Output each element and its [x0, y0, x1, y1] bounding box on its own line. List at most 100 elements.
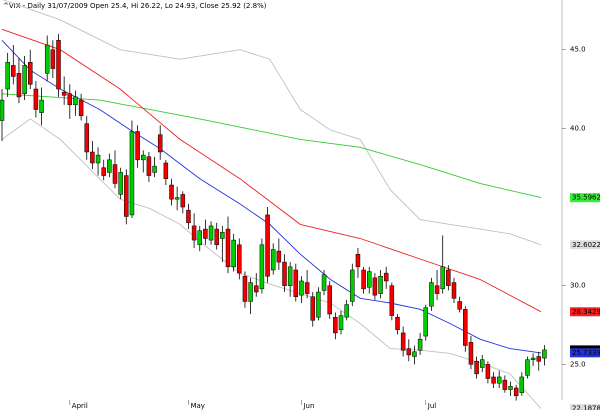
- y-tick-label: 25.0: [570, 360, 586, 368]
- candle-body: [367, 271, 372, 288]
- candle-body: [270, 249, 276, 271]
- candle-body: [90, 151, 95, 164]
- candle-body: [321, 274, 327, 291]
- candle-body: [33, 88, 39, 110]
- price-label: 28.3429: [572, 308, 600, 316]
- candle-body: [141, 154, 146, 161]
- candle-body: [417, 338, 423, 351]
- candle-body: [124, 175, 129, 217]
- candle-body: [338, 315, 344, 331]
- candle-body: [5, 62, 10, 90]
- candle-body: [242, 276, 248, 302]
- candle-body: [95, 154, 101, 164]
- candle-body: [496, 376, 502, 384]
- candle-body: [333, 316, 338, 334]
- candle-body: [135, 131, 140, 161]
- candle-body: [220, 231, 225, 239]
- candle-body: [152, 165, 157, 173]
- candle-body: [39, 99, 44, 113]
- candle-body: [468, 342, 474, 365]
- candle-body: [248, 282, 253, 302]
- candle-body: [67, 93, 73, 106]
- candle-body: [502, 379, 508, 390]
- indicator-line: [2, 0, 542, 246]
- candle-body: [412, 351, 417, 357]
- candle-body: [287, 266, 293, 286]
- candle-body: [429, 282, 434, 307]
- indicator-line: [1, 39, 542, 354]
- indicator-line: [1, 28, 542, 313]
- candle-body: [372, 277, 378, 296]
- x-tick-label: May: [190, 402, 204, 410]
- candle-body: [180, 194, 186, 208]
- candle-body: [163, 162, 169, 179]
- candle-body: [310, 296, 315, 321]
- y-tick-label: 30.0: [570, 282, 586, 290]
- price-label-box: [570, 193, 600, 203]
- candle-body: [16, 73, 22, 98]
- candle-body: [282, 261, 287, 286]
- candle-body: [542, 349, 547, 359]
- candle-body: [474, 360, 479, 375]
- candle-body: [400, 332, 406, 351]
- candle-body: [237, 244, 242, 274]
- price-label: 35.5962: [572, 194, 600, 202]
- candle-body: [203, 228, 208, 239]
- candle-body: [293, 269, 299, 297]
- y-tick-label: 40.0: [570, 124, 586, 132]
- candle-body: [118, 172, 123, 195]
- candle-body: [259, 244, 265, 290]
- candle-body: [112, 164, 118, 184]
- candle-body: [299, 280, 304, 296]
- indicator-line: [1, 118, 542, 409]
- price-label-box: [570, 404, 600, 410]
- candle-body: [0, 99, 5, 121]
- candle-body: [101, 167, 106, 176]
- candle-body: [191, 225, 197, 241]
- candle-body: [56, 40, 61, 90]
- candle-body: [265, 214, 270, 277]
- candle-body: [525, 359, 530, 376]
- x-tick-label: Jun: [302, 402, 314, 410]
- candle-body: [327, 285, 332, 315]
- candle-body: [50, 49, 56, 69]
- candle-body: [304, 282, 310, 294]
- candle-body: [485, 364, 491, 379]
- candle-body: [530, 357, 536, 360]
- candle-body: [361, 269, 366, 290]
- chart-title: ^VIX - Daily 31/07/2009 Open 25.4, Hi 26…: [3, 2, 267, 10]
- candle-body: [129, 131, 135, 216]
- y-tick-label: 45.0: [570, 46, 586, 54]
- candle-body: [73, 96, 78, 106]
- candle-body: [440, 266, 445, 290]
- price-label: 22.1878: [572, 405, 600, 410]
- candle-body: [536, 356, 541, 362]
- candle-body: [451, 282, 457, 299]
- candle-body: [231, 239, 236, 268]
- candle-body: [383, 272, 389, 282]
- candle-body: [208, 225, 214, 241]
- candle-body: [446, 269, 451, 286]
- candle-body: [174, 197, 180, 200]
- candle-body: [22, 65, 27, 95]
- candle-body: [225, 228, 231, 268]
- price-label: 25.7339: [572, 349, 600, 357]
- x-tick-label: April: [72, 402, 88, 410]
- candle-body: [519, 376, 525, 393]
- candle-body: [316, 291, 321, 318]
- candle-body: [423, 307, 428, 337]
- price-label: 32.6022: [572, 241, 600, 249]
- candle-body: [169, 184, 174, 200]
- candle-body: [513, 387, 519, 397]
- candle-body: [355, 253, 361, 268]
- candle-body: [480, 359, 485, 368]
- candle-body: [146, 156, 152, 176]
- candle-body: [254, 285, 259, 293]
- candle-body: [276, 250, 282, 263]
- candle-body: [350, 269, 355, 302]
- candle-body: [186, 209, 191, 224]
- candle-body: [463, 309, 468, 346]
- candle-body: [389, 285, 395, 316]
- candle-body: [214, 228, 219, 246]
